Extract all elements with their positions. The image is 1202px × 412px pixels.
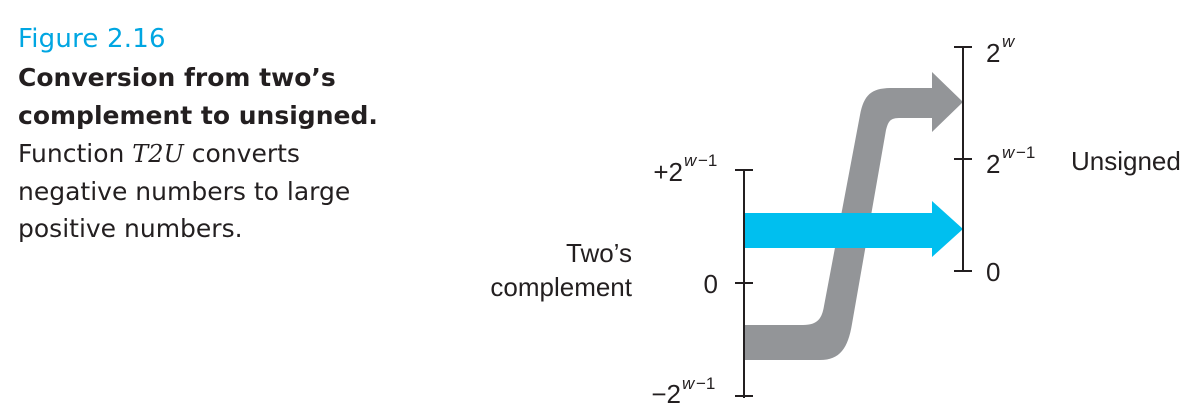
right-tick-label-mid: 2: [986, 149, 1000, 179]
figure-caption: Figure 2.16 Conversion from two’s comple…: [18, 24, 418, 247]
left-tick-exp-var-top: w: [684, 151, 698, 170]
figure-description: Function T2U converts negative numbers t…: [18, 135, 408, 247]
right-tick-exp-var-mid: w: [1002, 143, 1016, 162]
right-tick-exp-rest-mid: −1: [1016, 143, 1035, 162]
right-tick-exp-var-top: w: [1002, 32, 1016, 51]
figure-title: Conversion from two’s complement to unsi…: [18, 63, 378, 130]
left-tick-label-bottom: −2: [651, 379, 681, 409]
left-axis-name-line2: complement: [490, 272, 632, 302]
right-tick-label-top: 2: [986, 38, 1000, 68]
function-name: T2U: [132, 140, 184, 168]
left-tick-label-zero: 0: [704, 269, 718, 299]
right-axis-name: Unsigned: [1071, 146, 1181, 176]
blue-mapping-arrow: [744, 201, 963, 257]
left-tick-exp-rest-top: −1: [698, 151, 717, 170]
description-suffix: converts negative numbers to large posit…: [18, 139, 351, 243]
right-tick-label-zero: 0: [986, 257, 1000, 287]
figure-label: Figure 2.16: [18, 24, 166, 54]
left-tick-exp-var-bottom: w: [682, 374, 696, 393]
description-prefix: Function: [18, 139, 125, 168]
left-tick-exp-rest-bottom: −1: [696, 374, 715, 393]
left-axis-name-line1: Two’s: [566, 238, 632, 268]
left-tick-label-top: +2: [653, 157, 683, 187]
